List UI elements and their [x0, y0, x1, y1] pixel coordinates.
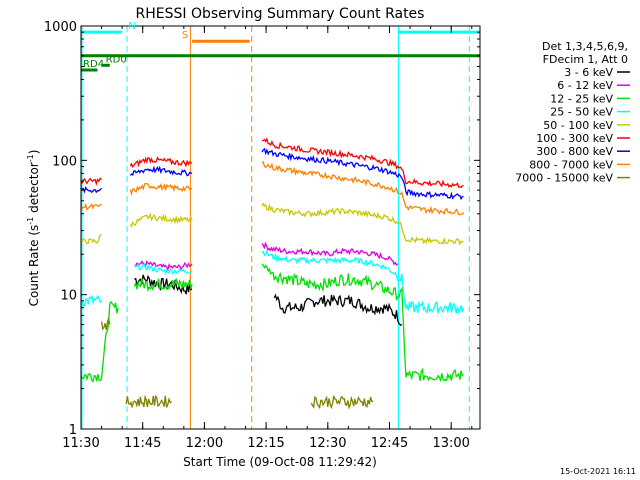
legend-entry-label: 7000 - 15000 keV — [515, 172, 613, 185]
series-line — [81, 161, 465, 216]
x-tick-label: 12:15 — [247, 436, 284, 451]
y-axis-label-group: Count Rate (s-1 detector-1) — [26, 150, 41, 307]
y-axis-label-tail: detector — [27, 162, 41, 217]
legend-entry-label: 50 - 100 keV — [543, 119, 613, 132]
legend-header: FDecim 1, Att 0 — [543, 53, 628, 66]
series-line — [81, 147, 464, 201]
x-tick-label: 11:45 — [124, 436, 161, 451]
series-layer — [81, 137, 465, 410]
series-7 — [81, 161, 465, 216]
legend: Det 1,3,4,5,6,9,FDecim 1, Att 03 - 6 keV… — [515, 40, 630, 185]
legend-header: Det 1,3,4,5,6,9, — [542, 40, 628, 53]
legend-entry-label: 100 - 300 keV — [536, 132, 613, 145]
x-tick-label: 12:00 — [186, 436, 223, 451]
x-tick-label: 11:30 — [62, 436, 99, 451]
flag-label: RD0 — [106, 54, 127, 65]
plot-frame — [80, 25, 481, 430]
y-axis-label: Count Rate (s-1 detector-1) — [26, 150, 41, 307]
y-axis-label-sup: -1 — [26, 217, 35, 225]
legend-entry-label: 300 - 800 keV — [536, 145, 613, 158]
legend-entry-label: 6 - 12 keV — [557, 79, 613, 92]
flag-label: N — [128, 21, 135, 32]
y-tick-label: 1000 — [44, 20, 77, 35]
x-axis-label: Start Time (09-Oct-08 11:29:42) — [183, 455, 377, 469]
x-tick-label: 12:30 — [309, 436, 346, 451]
y-tick-label: 100 — [52, 154, 77, 169]
legend-entry-label: 800 - 7000 keV — [529, 158, 613, 171]
flag-label: S — [182, 30, 188, 41]
markers-layer — [81, 26, 480, 429]
axes-layer: 1 10 100 1000 11:30 11:45 12:00 12:15 12:30 12:45… — [44, 20, 480, 451]
legend-entry-label: 25 - 50 keV — [550, 106, 613, 119]
series-5 — [81, 137, 464, 189]
y-axis-label-sup2: -1 — [26, 154, 35, 162]
legend-entry-label: 3 - 6 keV — [564, 66, 613, 79]
legend-entry-label: 12 - 25 keV — [550, 92, 613, 105]
y-axis-label-close: ) — [27, 150, 41, 155]
y-axis-label-main: Count Rate (s — [27, 225, 41, 307]
series-3 — [81, 249, 465, 314]
chart-title: RHESSI Observing Summary Count Rates — [136, 6, 425, 22]
series-4 — [81, 202, 464, 246]
series-line — [100, 316, 374, 410]
series-line — [81, 137, 464, 189]
x-tick-label: 12:45 — [371, 436, 408, 451]
series-line — [81, 249, 465, 314]
series-line — [81, 263, 464, 383]
series-6 — [81, 147, 464, 201]
series-8 — [100, 316, 374, 410]
footer-timestamp: 15-Oct-2021 16:11 — [560, 467, 636, 476]
y-tick-label: 1 — [69, 423, 77, 438]
x-tick-label: 13:00 — [432, 436, 469, 451]
series-2 — [81, 263, 464, 383]
series-line — [81, 202, 464, 246]
flag-label: RD4 — [83, 59, 104, 70]
y-tick-label: 10 — [60, 289, 77, 304]
